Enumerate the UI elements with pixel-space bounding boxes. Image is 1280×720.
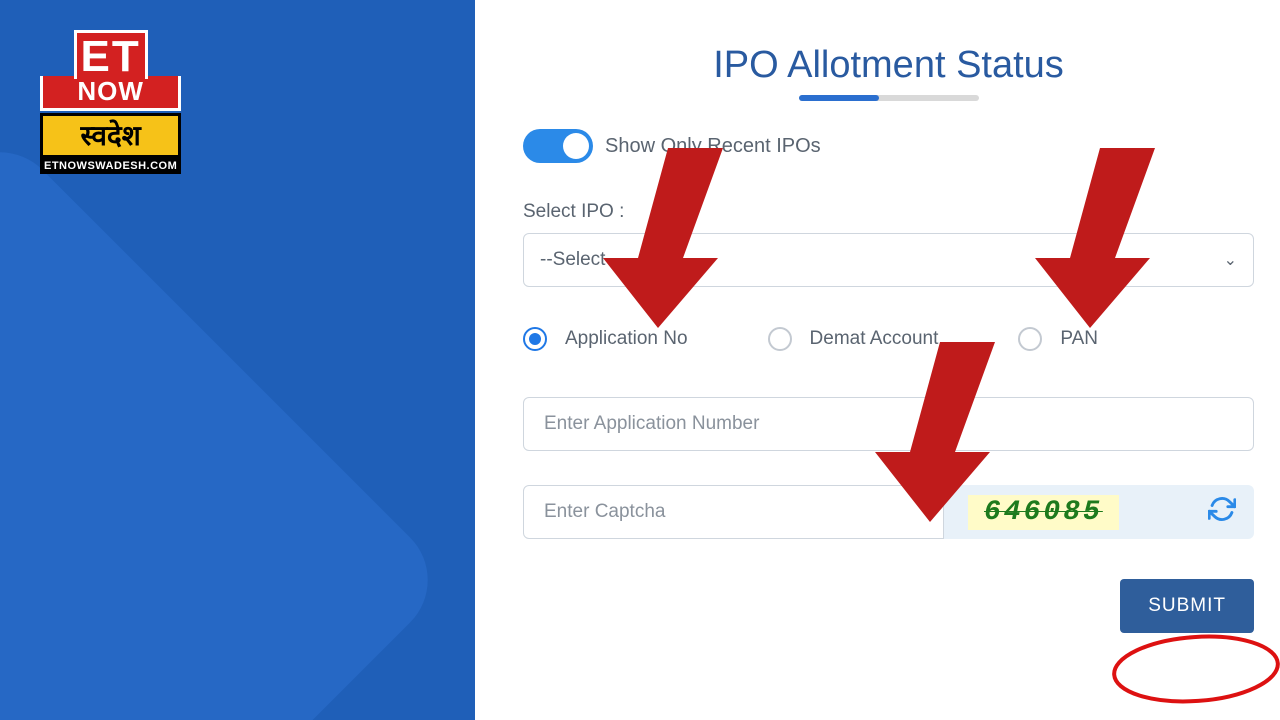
page-title: IPO Allotment Status xyxy=(523,44,1254,87)
logo-url: ETNOWSWADESH.COM xyxy=(40,158,181,174)
sidebar: ET NOW स्वदेश ETNOWSWADESH.COM xyxy=(0,0,475,720)
captcha-row: 646085 xyxy=(523,485,1254,539)
radio-demat-account[interactable]: Demat Account xyxy=(768,327,939,351)
main-panel: IPO Allotment Status Show Only Recent IP… xyxy=(475,0,1280,720)
radio-label: PAN xyxy=(1060,328,1098,350)
search-by-radios: Application No Demat Account PAN xyxy=(523,327,1254,351)
recent-ipos-toggle[interactable] xyxy=(523,129,593,163)
captcha-image: 646085 xyxy=(968,495,1119,530)
annotation-circle-icon xyxy=(1106,629,1280,714)
toggle-label: Show Only Recent IPOs xyxy=(605,135,821,158)
select-ipo-dropdown[interactable]: --Select-- ⌄ xyxy=(523,233,1254,287)
captcha-input[interactable] xyxy=(523,485,944,539)
select-ipo-value: --Select-- xyxy=(540,249,618,271)
chevron-down-icon: ⌄ xyxy=(1224,250,1237,270)
logo-et: ET xyxy=(74,30,148,79)
brand-logo: ET NOW स्वदेश ETNOWSWADESH.COM xyxy=(40,30,181,174)
logo-now: NOW xyxy=(40,76,181,111)
logo-swadesh: स्वदेश xyxy=(40,113,181,158)
captcha-box: 646085 xyxy=(944,485,1254,539)
radio-circle-icon xyxy=(768,327,792,351)
select-ipo-label: Select IPO : xyxy=(523,201,1254,223)
toggle-row: Show Only Recent IPOs xyxy=(523,129,1254,163)
application-number-input[interactable] xyxy=(523,397,1254,451)
radio-application-no[interactable]: Application No xyxy=(523,327,688,351)
sidebar-decoration xyxy=(0,127,453,720)
radio-circle-icon xyxy=(1018,327,1042,351)
submit-button[interactable]: SUBMIT xyxy=(1120,579,1254,633)
radio-circle-icon xyxy=(523,327,547,351)
toggle-knob xyxy=(563,133,589,159)
radio-label: Application No xyxy=(565,328,688,350)
title-underline xyxy=(799,95,979,101)
submit-row: SUBMIT xyxy=(523,579,1254,633)
radio-label: Demat Account xyxy=(810,328,939,350)
refresh-captcha-icon[interactable] xyxy=(1208,495,1236,530)
radio-pan[interactable]: PAN xyxy=(1018,327,1098,351)
